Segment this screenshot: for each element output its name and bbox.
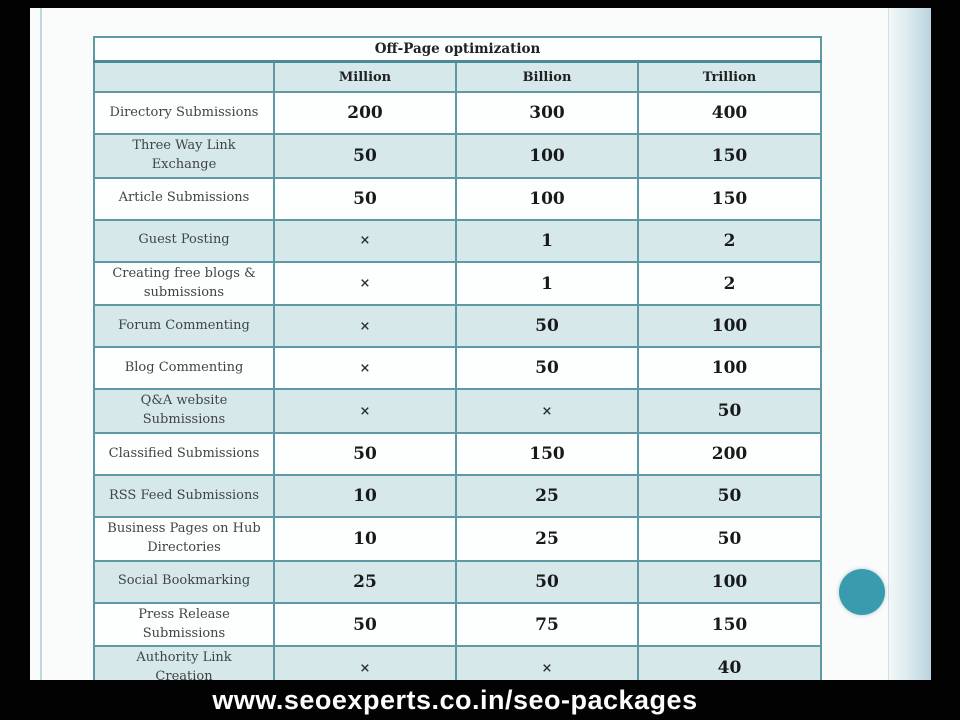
header-trillion: Trillion <box>636 60 823 93</box>
row-value: × <box>273 260 457 307</box>
row-value: 150 <box>636 133 823 179</box>
header-million: Million <box>273 60 457 93</box>
row-value: 75 <box>455 601 639 648</box>
row-value: 50 <box>636 388 823 435</box>
row-value: × <box>455 388 639 435</box>
table-row: Blog Commenting × 50 100 <box>93 346 823 391</box>
footer-url: www.seoexperts.co.in/seo-packages <box>212 684 698 715</box>
row-value: 200 <box>273 91 457 135</box>
header-corner-cell <box>93 60 275 93</box>
header-billion: Billion <box>455 60 639 93</box>
row-label: Press Release Submissions <box>93 601 275 648</box>
row-value: 25 <box>455 516 639 562</box>
row-label: Social Bookmarking <box>93 559 275 604</box>
table-row: Creating free blogs & submissions × 1 2 <box>93 260 823 307</box>
row-value: 50 <box>273 601 457 648</box>
row-label: Directory Submissions <box>93 91 275 135</box>
row-value: 50 <box>273 133 457 179</box>
row-value: 25 <box>455 474 639 519</box>
row-value: 10 <box>273 516 457 562</box>
row-label: Business Pages on Hub Directories <box>93 516 275 562</box>
row-value: 100 <box>636 559 823 604</box>
row-label: Blog Commenting <box>93 346 275 391</box>
table-row: Classified Submissions 50 150 200 <box>93 432 823 477</box>
row-value: 100 <box>455 133 639 179</box>
row-value: 400 <box>636 91 823 135</box>
table-row: Business Pages on Hub Directories 10 25 … <box>93 516 823 562</box>
row-value: 100 <box>455 176 639 221</box>
row-value: 100 <box>636 346 823 391</box>
row-value: 100 <box>636 304 823 349</box>
row-label: Classified Submissions <box>93 432 275 477</box>
table-row: Forum Commenting × 50 100 <box>93 304 823 349</box>
row-value: 2 <box>636 218 823 263</box>
row-label: Q&A website Submissions <box>93 388 275 435</box>
row-value: 50 <box>455 304 639 349</box>
table-row: Press Release Submissions 50 75 150 <box>93 601 823 648</box>
row-label: Article Submissions <box>93 176 275 221</box>
slide-right-edge-strip <box>888 8 931 680</box>
row-value: 10 <box>273 474 457 519</box>
row-value: × <box>273 304 457 349</box>
row-value: 50 <box>455 346 639 391</box>
row-value: 25 <box>273 559 457 604</box>
table-row: Guest Posting × 1 2 <box>93 218 823 263</box>
row-value: 1 <box>455 218 639 263</box>
row-value: 50 <box>273 176 457 221</box>
off-page-optimization-table: Off-Page optimization Million Billion Tr… <box>92 36 823 692</box>
row-value: × <box>273 388 457 435</box>
row-value: 50 <box>273 432 457 477</box>
row-value: 150 <box>455 432 639 477</box>
row-value: 2 <box>636 260 823 307</box>
table-title-row: Off-Page optimization <box>92 36 823 63</box>
row-value: 300 <box>455 91 639 135</box>
row-label: RSS Feed Submissions <box>93 474 275 519</box>
row-value: 150 <box>636 176 823 221</box>
table-body: Directory Submissions 200 300 400 Three … <box>93 91 823 692</box>
pricing-table-wrapper: Off-Page optimization Million Billion Tr… <box>92 36 823 692</box>
accent-dot <box>839 569 885 615</box>
row-label: Guest Posting <box>93 218 275 263</box>
row-value: 50 <box>636 516 823 562</box>
row-value: 50 <box>455 559 639 604</box>
table-row: Three Way Link Exchange 50 100 150 <box>93 133 823 179</box>
row-label: Three Way Link Exchange <box>93 133 275 179</box>
footer-banner: www.seoexperts.co.in/seo-packages <box>0 680 960 720</box>
row-value: 50 <box>636 474 823 519</box>
row-value: × <box>273 218 457 263</box>
row-label: Creating free blogs & submissions <box>93 260 275 307</box>
table-row: Q&A website Submissions × × 50 <box>93 388 823 435</box>
row-value: 1 <box>455 260 639 307</box>
table-header-row: Million Billion Trillion <box>93 60 823 93</box>
table-row: Article Submissions 50 100 150 <box>93 176 823 221</box>
row-value: × <box>273 346 457 391</box>
table-row: Social Bookmarking 25 50 100 <box>93 559 823 604</box>
row-label: Forum Commenting <box>93 304 275 349</box>
table-title: Off-Page optimization <box>92 36 823 63</box>
row-value: 150 <box>636 601 823 648</box>
table-row: Directory Submissions 200 300 400 <box>93 91 823 135</box>
slide-left-accent-line <box>40 8 42 680</box>
table-row: RSS Feed Submissions 10 25 50 <box>93 474 823 519</box>
row-value: 200 <box>636 432 823 477</box>
